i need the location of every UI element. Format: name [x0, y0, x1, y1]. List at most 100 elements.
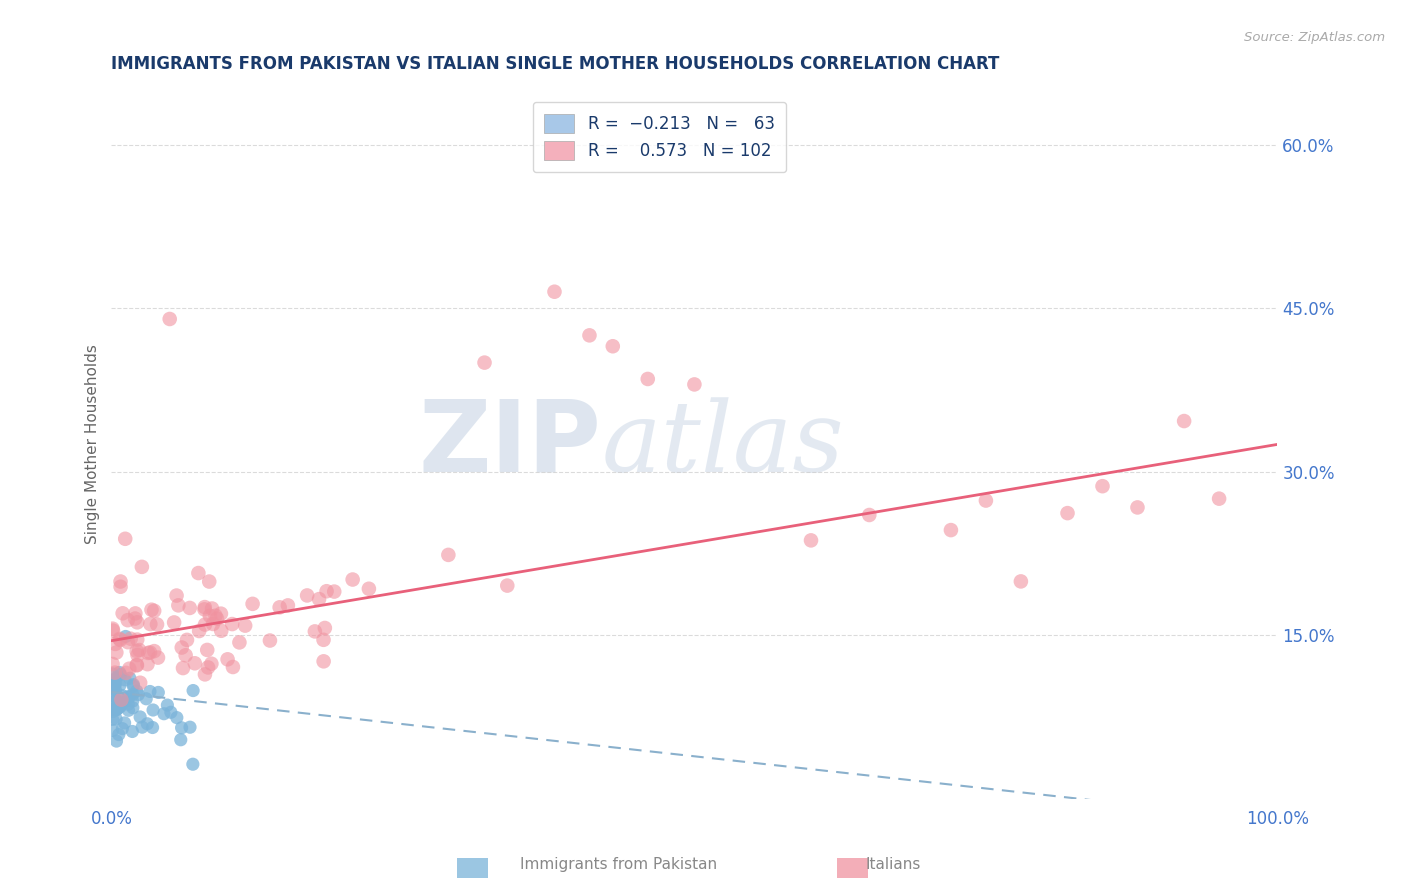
Point	[201, 617, 224, 632]
Point	[117, 703, 139, 717]
Point	[110, 632, 132, 647]
Point	[122, 679, 145, 693]
Point	[115, 665, 138, 680]
Point	[122, 678, 145, 692]
Point	[295, 589, 318, 603]
Point	[136, 657, 159, 672]
Point	[1091, 479, 1114, 493]
Point	[194, 667, 217, 681]
Point	[308, 592, 330, 607]
Point	[269, 600, 291, 615]
Point	[101, 657, 124, 671]
Point	[141, 603, 163, 617]
Point	[228, 635, 250, 649]
Point	[217, 652, 239, 666]
Point	[104, 665, 127, 680]
Point	[160, 706, 183, 720]
Point	[209, 624, 232, 638]
Point	[602, 339, 624, 353]
Point	[108, 665, 131, 680]
Point	[108, 700, 131, 714]
Point	[181, 683, 204, 698]
Point	[323, 584, 346, 599]
Point	[108, 696, 131, 710]
Point	[156, 698, 179, 712]
Point	[131, 559, 153, 574]
Point	[127, 648, 149, 662]
Point	[104, 694, 127, 708]
Point	[114, 673, 136, 687]
Point	[127, 632, 149, 647]
Point	[194, 617, 217, 632]
Point	[111, 696, 134, 710]
Point	[111, 607, 134, 621]
Point	[104, 637, 127, 651]
Point	[142, 721, 165, 735]
Point	[107, 700, 129, 714]
Point	[146, 650, 169, 665]
Point	[197, 660, 219, 674]
Point	[200, 657, 222, 671]
Point	[104, 679, 127, 693]
Point	[974, 493, 997, 508]
Point	[105, 700, 128, 714]
Point	[166, 711, 188, 725]
Point	[201, 601, 224, 615]
Point	[683, 377, 706, 392]
Point	[357, 582, 380, 596]
Point	[1010, 574, 1032, 589]
Point	[176, 632, 198, 647]
Point	[111, 722, 134, 736]
Legend: R =  −0.213   N =   63, R =    0.573   N = 102: R = −0.213 N = 63, R = 0.573 N = 102	[533, 102, 786, 172]
Point	[125, 658, 148, 673]
Point	[315, 584, 337, 599]
Point	[105, 702, 128, 716]
Point	[1208, 491, 1230, 506]
Text: IMMIGRANTS FROM PAKISTAN VS ITALIAN SINGLE MOTHER HOUSEHOLDS CORRELATION CHART: IMMIGRANTS FROM PAKISTAN VS ITALIAN SING…	[111, 55, 1000, 73]
Point	[163, 615, 186, 630]
Point	[104, 682, 127, 697]
Point	[142, 703, 165, 717]
Point	[114, 715, 136, 730]
Point	[143, 644, 166, 658]
Point	[139, 646, 162, 660]
Point	[117, 698, 139, 712]
Point	[153, 706, 176, 721]
Point	[118, 662, 141, 676]
Point	[170, 721, 193, 735]
Point	[103, 702, 125, 716]
Point	[170, 732, 193, 747]
Point	[1173, 414, 1195, 428]
Point	[496, 578, 519, 592]
Point	[543, 285, 565, 299]
Text: Source: ZipAtlas.com: Source: ZipAtlas.com	[1244, 31, 1385, 45]
Point	[277, 599, 299, 613]
Point	[474, 356, 496, 370]
Point	[105, 712, 128, 726]
Point	[148, 685, 170, 699]
Point	[105, 734, 128, 748]
Point	[312, 632, 335, 647]
Point	[233, 618, 256, 632]
Point	[1126, 500, 1149, 515]
Point	[117, 690, 139, 704]
Point	[188, 624, 211, 638]
Point	[108, 632, 131, 646]
Point	[242, 597, 264, 611]
Text: atlas: atlas	[602, 397, 844, 492]
Point	[198, 608, 221, 623]
Point	[105, 702, 128, 716]
Point	[128, 643, 150, 657]
Point	[103, 690, 125, 704]
Point	[110, 667, 132, 681]
Point	[221, 617, 243, 632]
Point	[143, 604, 166, 618]
Point	[117, 613, 139, 627]
Point	[198, 574, 221, 589]
Point	[101, 712, 124, 726]
Point	[121, 694, 143, 708]
Point	[578, 328, 600, 343]
Point	[110, 574, 132, 589]
Point	[129, 675, 152, 690]
Point	[139, 617, 162, 632]
